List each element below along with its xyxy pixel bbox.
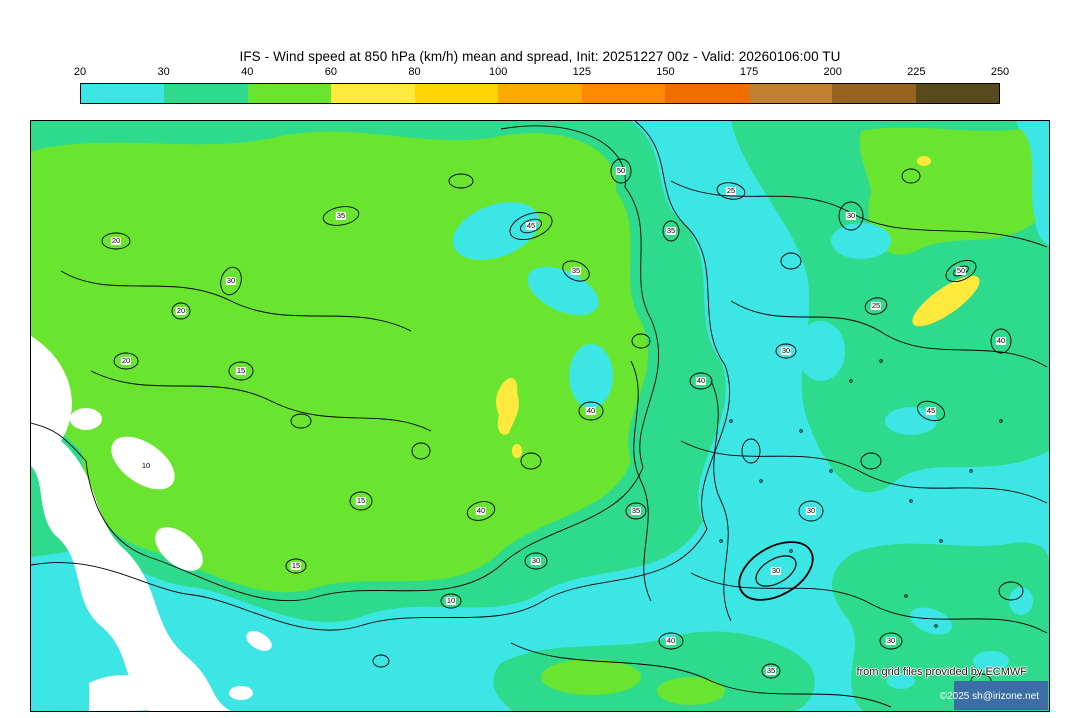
- colorbar-segment: [748, 84, 833, 103]
- colorbar: 20 30 40 60 80 100 125 150 175 200 225 250: [74, 66, 1009, 104]
- wind-speed-fill-layer: [31, 121, 1049, 711]
- colorbar-ticks: 20 30 40 60 80 100 125 150 175 200 225 250: [74, 66, 1009, 81]
- colorbar-segment: [915, 84, 999, 103]
- spread-contour-layer: [31, 121, 1048, 708]
- colorbar-segment: [81, 84, 165, 103]
- colorbar-segment: [331, 84, 415, 103]
- fill-region-40-60: [541, 659, 641, 695]
- colorbar-segment: [665, 84, 749, 103]
- colorbar-segment: [581, 84, 666, 103]
- colorbar-tick-label: 30: [157, 66, 170, 78]
- colorbar-bar: [80, 83, 1000, 104]
- map-svg: [31, 121, 1049, 711]
- colorbar-tick-label: 100: [488, 66, 508, 78]
- fill-region-40-60: [657, 677, 725, 705]
- chart-title: IFS - Wind speed at 850 hPa (km/h) mean …: [239, 49, 841, 64]
- fill-hole-20-30: [452, 202, 540, 260]
- fill-region-40-60: [859, 127, 1036, 255]
- colorbar-segment: [164, 84, 248, 103]
- map-canvas: 20 30 35 45 35 50 35 25 30 50 40 45 30 40 40 40 15 15 20 40…: [30, 120, 1050, 712]
- fill-hole-20-30: [909, 607, 953, 635]
- fill-region-below-20: [155, 527, 203, 571]
- credit-ecmwf: from grid files provided by ECMWF: [856, 666, 1027, 678]
- colorbar-tick-label: 125: [572, 66, 591, 78]
- colorbar-tick-label: 200: [823, 66, 842, 78]
- fill-region-below-20: [229, 686, 253, 700]
- colorbar-tick-label: 40: [241, 66, 254, 78]
- colorbar-segment: [832, 84, 916, 103]
- fill-region-60-80: [512, 444, 522, 458]
- fill-region-below-20: [89, 675, 193, 711]
- fill-hole-20-30: [973, 651, 1009, 671]
- colorbar-tick-label: 20: [73, 66, 87, 78]
- colorbar-tick-label: 80: [408, 66, 421, 78]
- colorbar-tick-label: 225: [907, 66, 926, 78]
- colorbar-segment: [414, 84, 499, 103]
- fill-hole-20-30: [885, 407, 937, 435]
- fill-hole-20-30: [831, 223, 891, 259]
- colorbar-tick-label: 60: [324, 66, 338, 78]
- fill-hole-20-30: [569, 344, 613, 408]
- colorbar-segment: [247, 84, 332, 103]
- fill-hole-20-30: [1009, 587, 1033, 615]
- fill-region-below-20: [70, 408, 102, 430]
- colorbar-tick-label: 150: [656, 66, 675, 78]
- fill-region-60-80: [496, 378, 519, 435]
- credit-copyright: ©2025 sh@irizone.net: [939, 691, 1039, 702]
- fill-region-60-80: [917, 156, 931, 166]
- fill-region-below-20: [246, 631, 272, 651]
- colorbar-tick-label: 250: [990, 66, 1010, 78]
- fill-hole-20-30: [887, 673, 915, 689]
- fill-hole-20-30: [527, 266, 599, 316]
- colorbar-tick-label: 175: [739, 66, 759, 78]
- fill-hole-20-30: [797, 321, 845, 381]
- colorbar-segment: [498, 84, 582, 103]
- fill-region-60-80: [912, 275, 980, 327]
- fill-region-below-20: [31, 336, 231, 711]
- copyright-badge: [954, 681, 1048, 710]
